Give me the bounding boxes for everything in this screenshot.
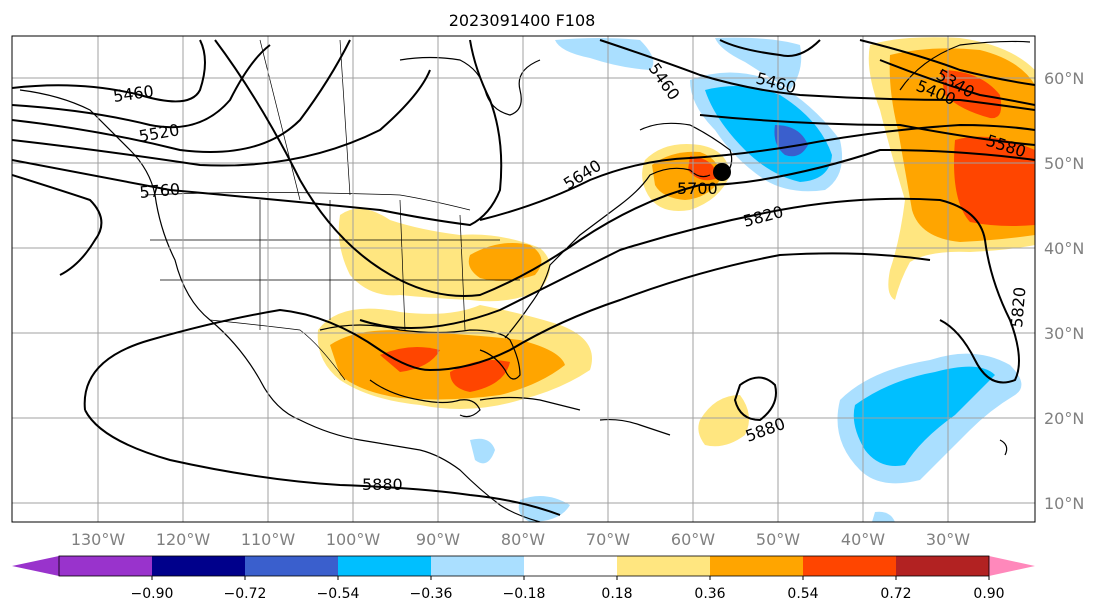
hudson-bay-coastline: [399, 56, 541, 116]
colorbar-bin-6: [617, 556, 711, 576]
height-contours: [12, 39, 1035, 516]
contour-5340: [859, 39, 1035, 86]
state-borders: [259, 199, 466, 331]
colorbar-tick-label-9: 0.90: [973, 586, 1004, 602]
shade-negative-labrador-mid: [705, 86, 832, 182]
lon-label-40w: 40°W: [841, 530, 885, 549]
us-mexico-border: [209, 319, 346, 381]
contour-label-5700: 5700: [677, 179, 718, 198]
contour-5760: [12, 39, 503, 227]
colorbar-bin-4: [431, 556, 525, 576]
shade-negative-subtropical-mid: [853, 366, 995, 466]
contour-5580-east: [699, 114, 1035, 146]
colorbar-bin-5: [524, 556, 618, 576]
canada-provinces: [259, 39, 351, 201]
colorbar-ticks: −0.90 −0.72 −0.54 −0.36 −0.18 0.18 0.36 0.54 0.7…: [131, 576, 1005, 602]
lon-label-60w: 60°W: [671, 530, 715, 549]
lon-label-130w: 130°W: [71, 530, 126, 549]
colorbar-tick-label-6: 0.36: [694, 586, 725, 602]
colorbar-tick-label-3: −0.36: [410, 586, 453, 602]
colorbar-tick-label-1: −0.72: [224, 586, 267, 602]
state-borders-horizontal: [150, 239, 520, 281]
colorbar-tick-label-4: −0.18: [503, 586, 546, 602]
lon-label-50w: 50°W: [756, 530, 800, 549]
colorbar-over-extension: [989, 556, 1035, 576]
figure-title: 2023091400 F108: [449, 11, 596, 30]
contour-5880-south: [84, 409, 561, 516]
colorbar-tick-label-2: −0.54: [317, 586, 360, 602]
colorbar-tick-label-5: 0.18: [601, 586, 632, 602]
contour-5640: [479, 123, 1035, 221]
colorbar-bin-8: [803, 556, 897, 576]
yucatan-coastline: [369, 379, 481, 418]
lon-label-80w: 80°W: [501, 530, 545, 549]
shade-positive-atlantic-core2: [954, 136, 1035, 226]
colorbar-bin-0: [59, 556, 153, 576]
colorbar-under-extension: [12, 556, 59, 576]
shade-positive-atlantic-core1: [940, 70, 1002, 119]
lat-label-60n: 60°N: [1044, 69, 1084, 88]
colorbar: −0.90 −0.72 −0.54 −0.36 −0.18 0.18 0.36 0.54 0.7…: [12, 555, 1035, 602]
contour-5580-west: [12, 39, 351, 153]
colorbar-bin-2: [245, 556, 339, 576]
lat-label-40n: 40°N: [1044, 239, 1084, 258]
pacific-coastline: [19, 89, 541, 522]
contour-label-5880-south: 5880: [362, 475, 403, 494]
shade-negative-davis: [555, 38, 654, 70]
shade-positive-gulf-core2: [450, 359, 510, 392]
gulf-coastline: [319, 324, 521, 380]
colorbar-bin-3: [338, 556, 432, 576]
lat-label-30n: 30°N: [1044, 324, 1084, 343]
colorbar-tick-label-0: −0.90: [131, 586, 174, 602]
shade-positive-gulf-mid: [330, 330, 565, 400]
shade-positive-caribbean: [698, 395, 749, 447]
lon-label-90w: 90°W: [416, 530, 460, 549]
lon-label-110w: 110°W: [241, 530, 296, 549]
contour-5460-labrador: [719, 39, 821, 57]
lon-label-70w: 70°W: [586, 530, 630, 549]
storm-center-marker: [713, 163, 731, 181]
colorbar-bins: [59, 556, 990, 576]
map-frame: [11, 35, 1036, 523]
contour-5820: [359, 197, 1020, 384]
island-coastline: [999, 439, 1008, 456]
newfoundland-coastline: [639, 122, 733, 176]
shade-negative-southeast: [872, 511, 895, 522]
colorbar-tick-label-7: 0.54: [787, 586, 818, 602]
contour-5520: [12, 44, 271, 129]
contour-5880-north: [83, 252, 931, 411]
lon-label-120w: 120°W: [156, 530, 211, 549]
contour-5460-west: [12, 39, 206, 103]
contour-5880-loop: [733, 376, 777, 422]
colorbar-bin-1: [152, 556, 246, 576]
colorbar-tick-label-8: 0.72: [880, 586, 911, 602]
lat-label-10n: 10°N: [1044, 494, 1084, 513]
contour-label-5760: 5760: [139, 180, 181, 202]
contour-5700: [214, 39, 1035, 297]
longitude-labels: 130°W 120°W 110°W 100°W 90°W 80°W 70°W 6…: [71, 530, 970, 549]
shade-negative-centralam: [470, 438, 495, 464]
contour-5400: [879, 59, 1035, 106]
contour-label-5820-east: 5820: [1007, 286, 1029, 328]
atlantic-coastline: [504, 167, 711, 339]
contour-5760-loop: [12, 174, 103, 276]
contour-5460-east: [599, 39, 1035, 111]
shade-positive-gulf-core1: [380, 346, 440, 372]
contour-5640-west: [12, 69, 431, 167]
colorbar-bin-9: [896, 556, 990, 576]
lat-label-20n: 20°N: [1044, 409, 1084, 428]
map-area: 5460 5520 5760 5640 5700 5460 5340 5400 …: [12, 36, 1035, 522]
shade-negative-greenland: [715, 37, 802, 90]
hispaniola-coastline: [599, 418, 671, 436]
lon-label-100w: 100°W: [326, 530, 381, 549]
colorbar-bin-7: [710, 556, 804, 576]
lat-label-50n: 50°N: [1044, 154, 1084, 173]
cuba-coastline: [479, 396, 581, 411]
latitude-labels: 60°N 50°N 40°N 30°N 20°N 10°N: [1044, 69, 1084, 513]
lon-label-30w: 30°W: [926, 530, 970, 549]
